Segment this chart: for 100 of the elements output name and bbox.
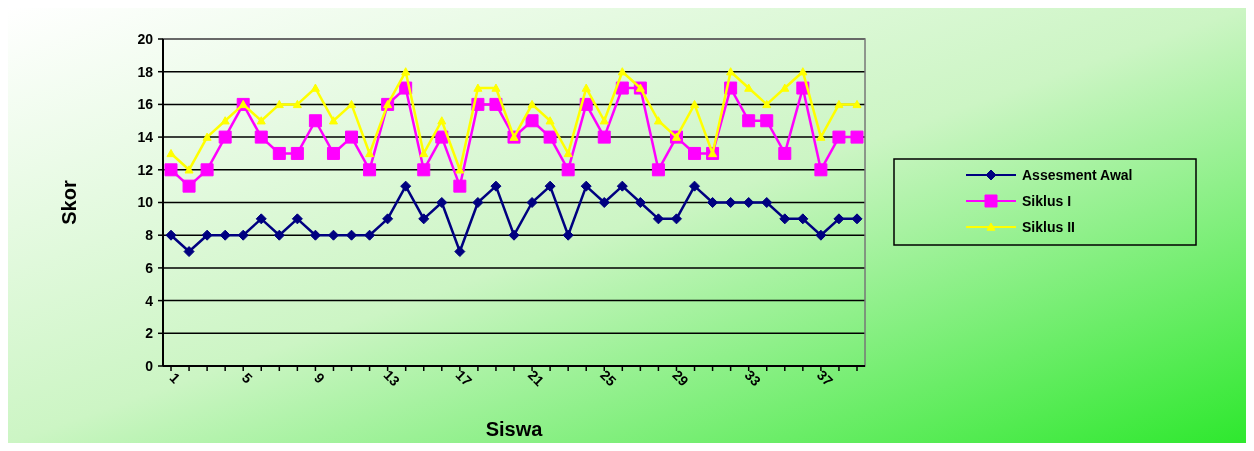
point xyxy=(761,197,773,208)
point xyxy=(562,229,574,241)
point xyxy=(183,246,195,258)
y-tick-label: 8 xyxy=(145,227,154,244)
point xyxy=(363,163,377,177)
point xyxy=(272,146,286,160)
x-tick-label: 21 xyxy=(524,366,548,390)
point xyxy=(834,99,844,109)
point xyxy=(290,146,304,160)
x-tick-label: 29 xyxy=(669,366,692,390)
y-tick-label: 10 xyxy=(137,194,154,211)
point xyxy=(291,213,303,225)
point xyxy=(653,116,663,125)
point xyxy=(543,130,557,144)
y-tick-label: 0 xyxy=(145,357,154,374)
x-tick-label: 13 xyxy=(380,366,404,390)
point xyxy=(364,229,376,241)
y-tick-label: 20 xyxy=(137,30,154,47)
point xyxy=(166,148,176,158)
point xyxy=(778,146,792,160)
x-tick-label: 1 xyxy=(166,369,184,387)
x-tick-label: 33 xyxy=(741,366,765,390)
point xyxy=(634,197,646,208)
point xyxy=(545,116,555,125)
point xyxy=(526,197,538,208)
point xyxy=(742,114,756,128)
point xyxy=(184,165,194,174)
y-tick-label: 4 xyxy=(145,292,154,309)
x-tick-label: 9 xyxy=(311,369,329,387)
point xyxy=(561,163,575,177)
y-tick-label: 6 xyxy=(145,259,154,276)
x-tick-label: 5 xyxy=(238,369,256,387)
point xyxy=(418,213,430,225)
x-tick-label: 37 xyxy=(813,366,837,390)
point xyxy=(852,99,862,109)
point xyxy=(256,116,266,125)
point xyxy=(597,130,611,144)
point xyxy=(273,229,285,241)
point xyxy=(454,246,466,258)
point xyxy=(780,83,790,92)
point xyxy=(725,197,737,208)
point xyxy=(762,99,772,109)
point xyxy=(419,148,429,158)
point xyxy=(201,229,213,241)
point xyxy=(616,180,628,192)
point xyxy=(308,114,322,128)
point xyxy=(255,213,267,225)
y-tick-label: 14 xyxy=(137,129,154,145)
point xyxy=(743,197,755,208)
point xyxy=(688,146,702,160)
point xyxy=(744,83,754,92)
x-tick-label: 25 xyxy=(597,366,620,390)
point xyxy=(617,67,627,76)
point xyxy=(525,114,539,128)
y-tick-label: 16 xyxy=(137,96,154,113)
point xyxy=(580,180,592,192)
point xyxy=(436,197,448,208)
point xyxy=(164,163,178,177)
point xyxy=(365,148,375,158)
point xyxy=(832,130,846,144)
point xyxy=(652,213,664,225)
point xyxy=(182,179,196,193)
point xyxy=(690,99,700,109)
point xyxy=(382,213,394,225)
point xyxy=(491,83,501,92)
point xyxy=(598,197,610,208)
point xyxy=(202,132,212,141)
point xyxy=(310,83,320,92)
point xyxy=(815,229,827,241)
y-axis-title: Skor xyxy=(58,180,80,225)
point xyxy=(437,116,447,125)
x-tick-label: 17 xyxy=(452,366,476,390)
point xyxy=(850,130,864,144)
x-axis-title: Siswa xyxy=(485,418,544,440)
point xyxy=(760,114,774,128)
point xyxy=(326,146,340,160)
point xyxy=(165,229,177,241)
point xyxy=(345,130,359,144)
point xyxy=(490,180,502,192)
point xyxy=(726,67,736,76)
point xyxy=(689,180,701,192)
point xyxy=(473,83,483,92)
legend-label: Siklus II xyxy=(1022,218,1075,235)
point xyxy=(220,116,230,125)
point xyxy=(851,213,863,225)
point xyxy=(254,130,268,144)
y-tick-label: 18 xyxy=(137,63,154,80)
point xyxy=(527,99,537,109)
legend-label: Siklus I xyxy=(1022,192,1072,209)
point xyxy=(797,213,809,225)
point xyxy=(400,180,412,192)
y-tick-label: 2 xyxy=(145,325,154,342)
point xyxy=(401,67,411,76)
point xyxy=(328,116,338,125)
point xyxy=(833,213,845,225)
point xyxy=(218,130,232,144)
point xyxy=(200,163,214,177)
point xyxy=(563,148,573,158)
y-tick-label: 12 xyxy=(137,161,154,178)
point xyxy=(651,163,665,177)
